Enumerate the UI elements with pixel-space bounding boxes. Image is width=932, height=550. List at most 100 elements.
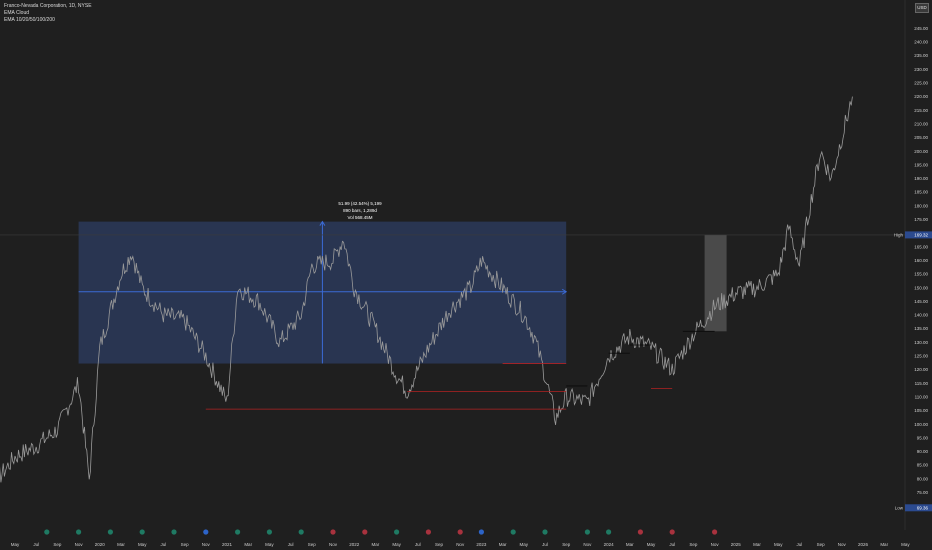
y-tick-label: 130.00 [914, 340, 928, 345]
event-marker-dividend [542, 529, 548, 535]
x-tick-label: 2020 [95, 542, 106, 547]
x-tick-label: Mar [880, 542, 888, 547]
event-marker-miss [457, 529, 463, 535]
range-volume: Vol 568.45M [347, 215, 373, 220]
x-tick-label: Sep [53, 542, 62, 547]
event-marker-dividend [394, 529, 400, 535]
y-tick-label: 215.00 [914, 108, 928, 113]
high-zone-shading [704, 234, 727, 332]
x-tick-label: Sep [689, 542, 698, 547]
y-tick-label: 75.00 [917, 490, 929, 495]
x-tick-label: Nov [583, 542, 592, 547]
range-change: 51.99 (42.54%) 5,199 [338, 201, 382, 206]
price-series-layer [0, 96, 853, 483]
event-marker-dividend [44, 529, 50, 535]
event-marker-dividend [584, 529, 591, 535]
range-bars: 890 bars, 1,289d [343, 208, 377, 213]
y-tick-label: 110.00 [915, 394, 929, 399]
price-badges: High 169.32 Low 69.36 [894, 231, 932, 512]
y-tick-label: 80.00 [917, 476, 929, 481]
y-tick-label: 120.00 [914, 367, 928, 372]
y-tick-label: 95.00 [917, 435, 929, 440]
y-tick-label: 225.00 [914, 81, 928, 86]
x-tick-label: 2026 [858, 542, 869, 547]
event-marker-earnings [478, 529, 484, 535]
chart-backdrop-layer [0, 220, 905, 364]
event-marker-dividend [107, 529, 113, 535]
event-marker-miss [637, 529, 644, 535]
range-stats-label: 51.99 (42.54%) 5,199 890 bars, 1,289d Vo… [334, 200, 386, 221]
high-badge-label: High [894, 233, 904, 238]
high-badge-value: 169.32 [914, 233, 928, 238]
x-tick-label: Mar [372, 542, 380, 547]
event-marker-dividend [298, 529, 304, 535]
range-arrowhead [319, 220, 326, 226]
y-tick-label: 220.00 [914, 94, 928, 99]
x-tick-label: Mar [244, 542, 252, 547]
y-tick-label: 140.00 [914, 313, 928, 318]
y-tick-label: 210.00 [914, 121, 928, 126]
low-badge [905, 504, 932, 512]
y-tick-label: 200.00 [914, 149, 928, 154]
event-marker-dividend [76, 529, 82, 535]
event-marker-miss [330, 529, 336, 535]
x-tick-label: Sep [562, 542, 571, 547]
x-tick-label: Jul [669, 542, 675, 547]
y-tick-label: 145.00 [914, 299, 928, 304]
x-tick-label: May [392, 542, 401, 547]
x-tick-label: May [901, 542, 910, 547]
x-tick-label: May [647, 542, 656, 547]
x-tick-label: May [265, 542, 274, 547]
y-tick-label: 245.00 [914, 26, 928, 31]
event-marker-miss [362, 529, 368, 535]
x-tick-label: Mar [626, 542, 634, 547]
x-tick-label: Nov [456, 542, 465, 547]
indicator-ema-ribbon[interactable]: EMA 10/20/50/100/200 [4, 17, 55, 23]
x-tick-label: Nov [838, 542, 847, 547]
x-tick-label: May [774, 542, 783, 547]
x-tick-label: 2023 [476, 542, 487, 547]
events-layer [44, 529, 718, 535]
x-tick-label: May [520, 542, 529, 547]
y-tick-label: 90.00 [917, 449, 929, 454]
x-tick-label: Jul [542, 542, 548, 547]
y-tick-label: 155.00 [914, 272, 928, 277]
x-tick-label: Jul [797, 542, 803, 547]
x-tick-label: Sep [435, 542, 444, 547]
y-tick-label: 165.00 [914, 244, 928, 249]
x-tick-label: Jul [415, 542, 421, 547]
event-marker-dividend [606, 529, 612, 535]
event-marker-miss [425, 529, 431, 535]
y-tick-label: 235.00 [914, 53, 928, 58]
x-tick-label: Nov [75, 542, 84, 547]
low-badge-value: 69.36 [917, 505, 929, 510]
currency-button[interactable]: USD [915, 3, 929, 13]
y-tick-label: 230.00 [914, 67, 928, 72]
annotation-layer [205, 330, 715, 410]
x-tick-label: Mar [117, 542, 125, 547]
y-tick-label: 180.00 [914, 203, 928, 208]
event-marker-dividend [266, 529, 272, 535]
event-marker-dividend [510, 529, 516, 535]
y-tick-label: 190.00 [914, 176, 928, 181]
price-line [0, 96, 853, 483]
symbol-title[interactable]: Franco-Nevada Corporation, 1D, NYSE [4, 3, 92, 9]
chart-legend: Franco-Nevada Corporation, 1D, NYSE EMA … [4, 3, 92, 24]
x-tick-label: Jul [288, 542, 294, 547]
x-tick-label: Sep [308, 542, 317, 547]
x-tick-label: 2022 [349, 542, 360, 547]
event-marker-miss [712, 529, 718, 535]
y-tick-label: 135.00 [914, 326, 928, 331]
event-marker-dividend [171, 529, 177, 535]
x-tick-label: 2025 [731, 542, 742, 547]
x-tick-label: Nov [202, 542, 211, 547]
x-tick-label: Nov [711, 542, 720, 547]
event-marker-dividend [139, 529, 145, 535]
indicator-ema-cloud[interactable]: EMA Cloud [4, 10, 30, 16]
x-tick-label: 2021 [222, 542, 233, 547]
y-tick-label: 115.00 [915, 381, 929, 386]
time-scale: May Jul Sep Nov 2020 Mar May Jul Sep Nov 2021 Mar Ma… [11, 542, 911, 547]
x-tick-label: Sep [181, 542, 190, 547]
y-tick-label: 125.00 [914, 354, 928, 359]
